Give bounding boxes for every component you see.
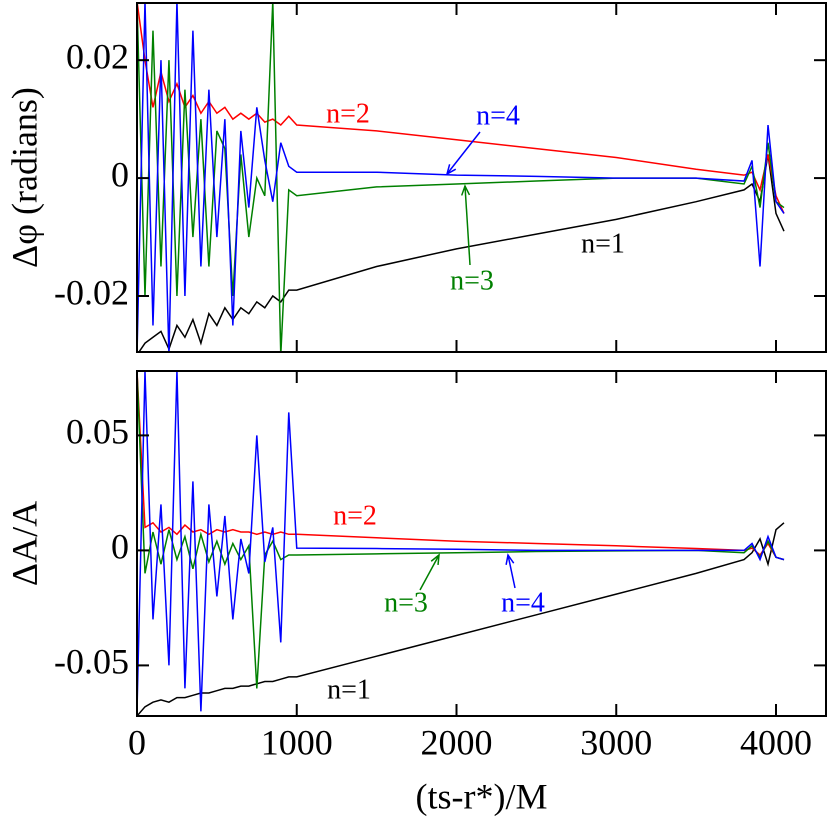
arrow-head xyxy=(445,164,457,176)
arrow-head xyxy=(460,184,471,196)
arrow-head xyxy=(505,553,515,565)
x-tick-label: 0 xyxy=(128,722,146,762)
x-tick-label: 3000 xyxy=(580,722,652,762)
annotation-arrow xyxy=(446,131,481,175)
series-label: n=2 xyxy=(326,98,370,129)
series-label: n=1 xyxy=(581,228,625,259)
series-line xyxy=(138,154,785,352)
x-axis-label: (ts-r*)/M xyxy=(416,776,548,816)
plot-frame xyxy=(136,2,827,353)
x-tick-label: 2000 xyxy=(420,722,492,762)
annotation-arrow xyxy=(507,554,516,589)
series-line xyxy=(137,3,785,352)
arrow-head xyxy=(430,553,440,566)
series-label: n=4 xyxy=(476,100,520,131)
series-label: n=2 xyxy=(333,500,377,531)
series-line xyxy=(137,3,785,352)
series-label: n=3 xyxy=(450,265,494,296)
y-tick-label: 0.05 xyxy=(66,412,129,452)
x-tick-label: 1000 xyxy=(261,722,333,762)
series-line xyxy=(137,522,785,716)
annotation-arrow xyxy=(419,554,440,591)
y-tick-label: -0.05 xyxy=(54,642,129,682)
series-line xyxy=(137,371,785,712)
series-label: n=4 xyxy=(501,587,545,618)
plot-area xyxy=(137,371,785,716)
annotation-arrow xyxy=(464,185,471,266)
series-line xyxy=(137,371,785,689)
y-tick-label: 0 xyxy=(111,527,129,567)
y-tick-label: 0 xyxy=(111,154,129,194)
y-axis-label: ΔA/A xyxy=(4,501,44,586)
y-axis-label: Δφ (radians) xyxy=(4,87,44,268)
series-label: n=3 xyxy=(384,587,428,618)
plot-area xyxy=(137,3,785,352)
series-line xyxy=(137,371,785,561)
y-tick-label: -0.02 xyxy=(54,272,129,312)
x-tick-label: 4000 xyxy=(740,722,812,762)
series-label: n=1 xyxy=(327,674,371,705)
series-line xyxy=(137,3,785,214)
plot-frame xyxy=(136,370,827,717)
y-tick-label: 0.02 xyxy=(66,36,129,76)
